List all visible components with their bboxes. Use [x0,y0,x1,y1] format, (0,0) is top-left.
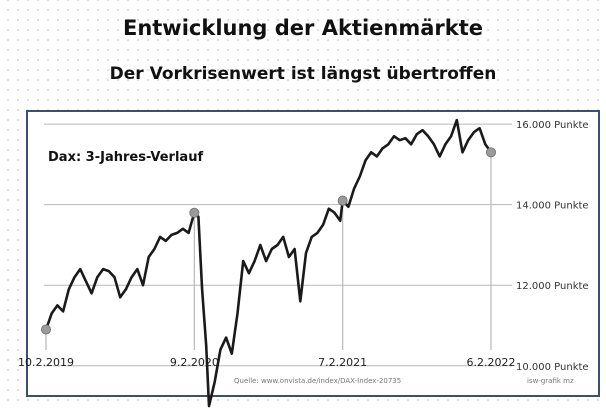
credit-note: isw-grafik mz [527,377,574,385]
page-title: Entwicklung der Aktienmärkte [122,16,484,40]
marker-layer [41,147,496,335]
marker-point-3 [485,147,496,158]
x-date-labels: 10.2.2019 9.2.2020 7.2.2021 6.2.2022 [18,356,515,369]
x-date-label: 6.2.2022 [467,356,516,369]
grid-layer [44,123,512,367]
y-tick-label: 16.000 Punkte [516,120,589,131]
marker-point-2 [337,195,348,206]
x-date-label: 9.2.2020 [170,356,219,369]
y-tick-labels: 10.000 Punkte 12.000 Punkte 14.000 Punkte 1… [516,120,589,373]
y-tick-label: 14.000 Punkte [516,201,589,212]
source-note: Quelle: www.onvista.de/index/DAX-Index-2… [234,377,401,385]
chart-title: Dax: 3-Jahres-Verlauf [48,150,203,165]
x-date-label: 7.2.2021 [318,356,367,369]
marker-point-0 [41,324,52,335]
chart-frame [26,110,600,397]
dax-series-line [44,118,493,408]
y-tick-label: 12.000 Punkte [516,281,589,292]
marker-point-1 [189,207,200,218]
x-date-label: 10.2.2019 [18,356,74,369]
page-subtitle: Der Vorkrisenwert ist längst übertroffen [109,64,497,84]
marker-droplines [45,152,492,350]
y-tick-label: 10.000 Punkte [516,362,589,373]
